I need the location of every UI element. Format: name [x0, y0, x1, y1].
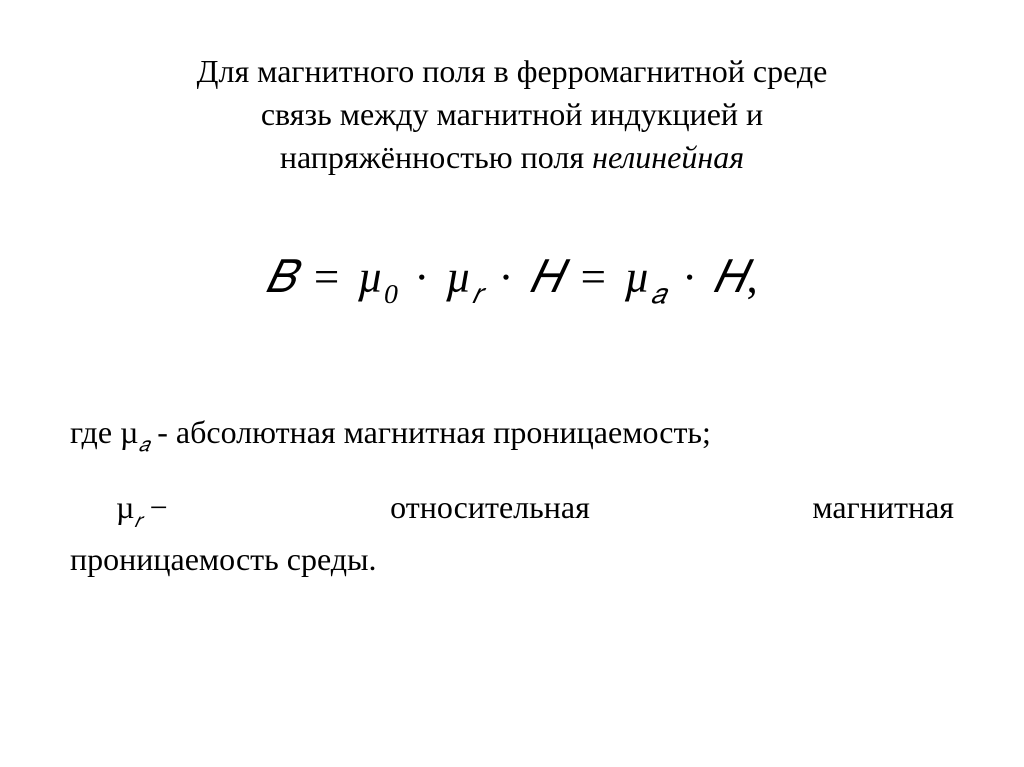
- intro-paragraph: Для магнитного поля в ферромагнитной сре…: [70, 50, 954, 180]
- slide: Для магнитного поля в ферромагнитной сре…: [0, 0, 1024, 767]
- def2-word2: магнитная: [812, 483, 954, 531]
- var-B: 𝐵: [266, 252, 296, 302]
- var-H-1: 𝐻: [530, 252, 563, 302]
- intro-line1: Для магнитного поля в ферромагнитной сре…: [197, 53, 828, 89]
- def1-prefix: где: [70, 414, 120, 450]
- dot-1: ∙: [410, 252, 434, 302]
- dot-3: ∙: [678, 252, 702, 302]
- var-H-2: 𝐻: [714, 252, 747, 302]
- def2-line2: проницаемость среды.: [70, 535, 954, 583]
- mu-glyph: µ: [116, 489, 134, 525]
- definition-mu-a: где µ𝑎 - абсолютная магнитная проницаемо…: [70, 410, 954, 459]
- mu-glyph: µ: [446, 252, 472, 302]
- def1-rest: - абсолютная магнитная проницаемость;: [149, 414, 711, 450]
- mu-r-inline: µ𝑟: [116, 489, 142, 525]
- intro-line3-italic: нелинейная: [592, 139, 744, 175]
- mu-0: µ0: [358, 252, 399, 302]
- equals-1: =: [308, 252, 346, 302]
- definition-mu-r: µ𝑟 − относительная магнитная проницаемос…: [70, 483, 954, 583]
- mu-glyph: µ: [358, 252, 384, 302]
- mu-glyph: µ: [120, 414, 138, 450]
- formula: 𝐵 = µ0 ∙ µ𝑟 ∙ 𝐻 = µ𝑎 ∙ 𝐻,: [70, 250, 954, 310]
- intro-line2: связь между магнитной индукцией и: [261, 96, 763, 132]
- formula-comma: ,: [747, 252, 759, 302]
- sub-0: 0: [384, 279, 398, 310]
- intro-line3-plain: напряжённостью поля: [280, 139, 592, 175]
- sub-r: 𝑟: [472, 279, 483, 310]
- mu-glyph: µ: [624, 252, 650, 302]
- sub-r-inline: 𝑟: [134, 510, 141, 532]
- def2-lead: µ𝑟 −: [70, 483, 168, 535]
- mu-a-inline: µ𝑎: [120, 414, 149, 450]
- sub-a-inline: 𝑎: [138, 434, 149, 456]
- def2-dash: −: [142, 489, 168, 525]
- equals-2: =: [575, 252, 613, 302]
- def2-word1: относительная: [390, 483, 590, 531]
- mu-r: µ𝑟: [446, 252, 483, 302]
- dot-2: ∙: [494, 252, 518, 302]
- sub-a: 𝑎: [651, 279, 667, 310]
- def2-line1: µ𝑟 − относительная магнитная: [70, 483, 954, 535]
- mu-a: µ𝑎: [624, 252, 666, 302]
